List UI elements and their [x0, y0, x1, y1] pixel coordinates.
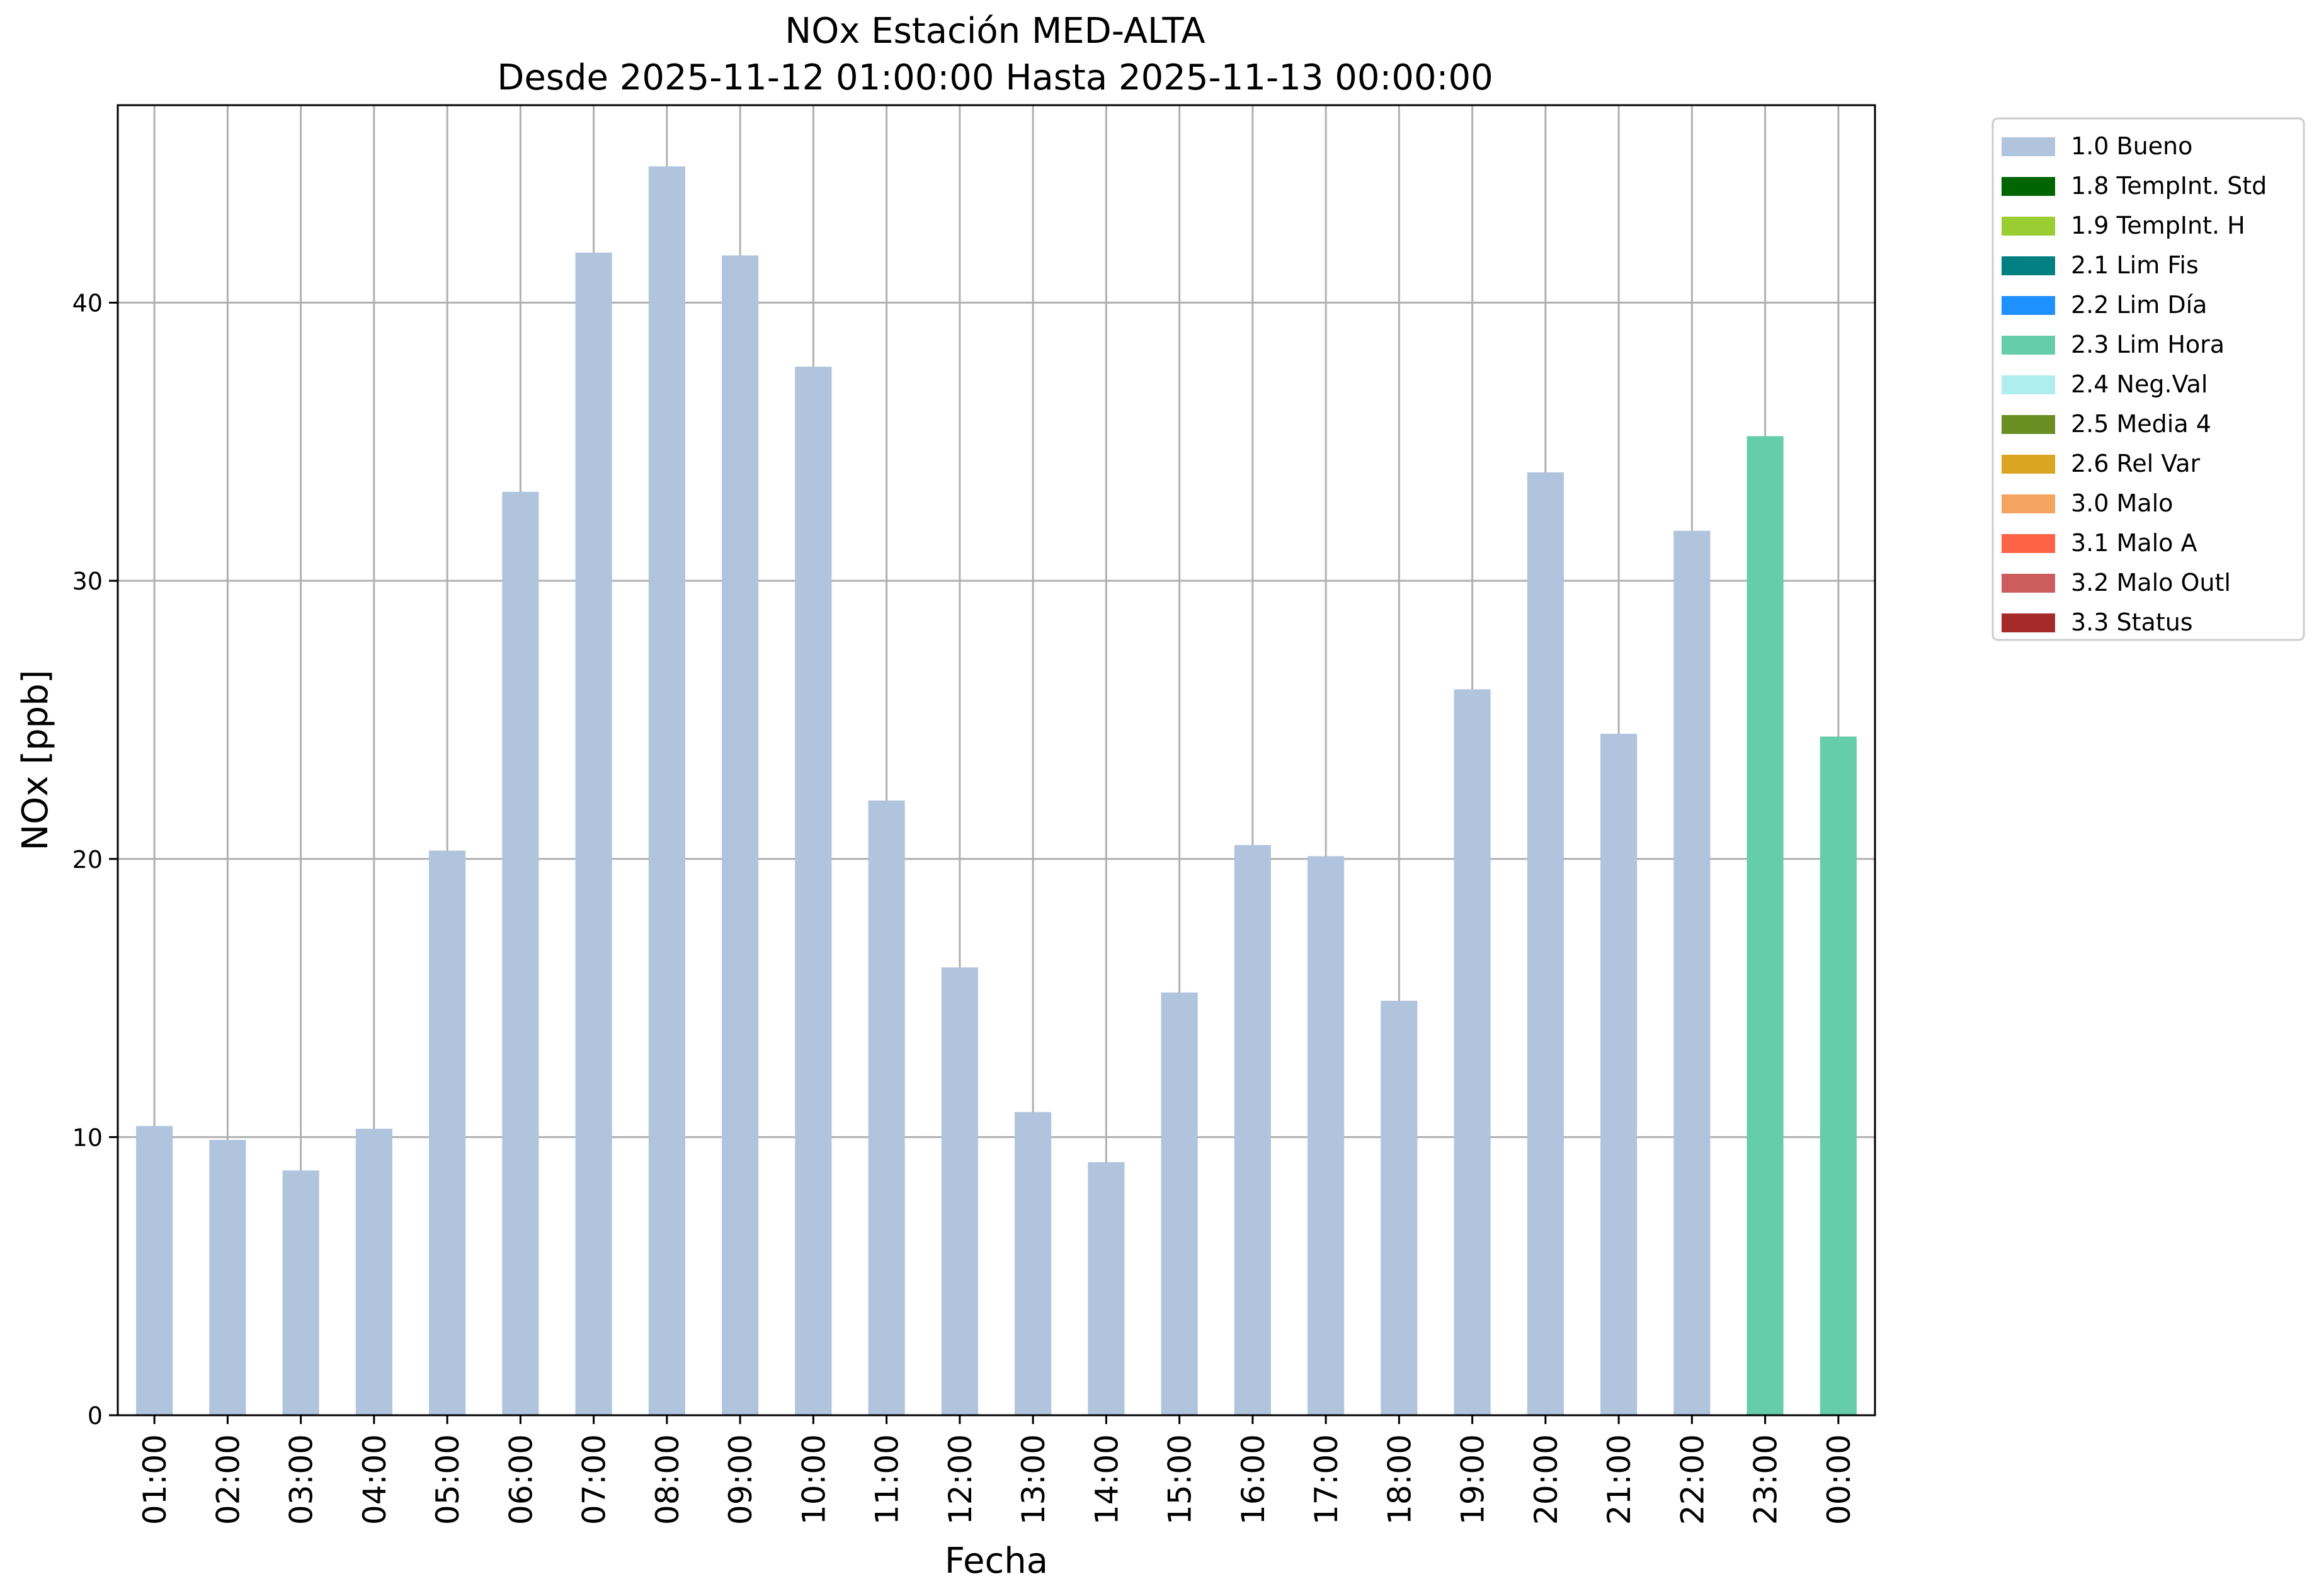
x-tick-label: 21:00	[1601, 1434, 1638, 1525]
legend-label: 2.6 Rel Var	[2071, 450, 2201, 477]
x-tick-label: 01:00	[137, 1434, 173, 1525]
bar-2000	[1527, 472, 1564, 1415]
y-tick-label: 30	[72, 567, 103, 595]
y-tick-label: 0	[88, 1402, 103, 1430]
x-tick-label: 15:00	[1162, 1434, 1199, 1525]
y-tick-label: 20	[72, 846, 103, 874]
legend-label: 2.2 Lim Día	[2071, 291, 2207, 319]
x-tick-label: 11:00	[869, 1434, 906, 1525]
x-tick-label: 20:00	[1528, 1434, 1564, 1525]
x-axis-ticks: 01:00 02:00 03:00 04:00 05:00 06:00 07:00 08:00…	[137, 1415, 1857, 1525]
legend-swatch	[2002, 574, 2055, 593]
x-tick-label: 06:00	[503, 1434, 539, 1525]
x-axis-label: Fecha	[945, 1541, 1048, 1582]
legend-label: 3.1 Malo A	[2071, 529, 2197, 557]
legend-swatch	[2002, 534, 2055, 553]
legend-label: 3.3 Status	[2071, 608, 2193, 636]
bar-0400	[355, 1129, 392, 1415]
legend-swatch	[2002, 494, 2055, 513]
x-tick-label: 04:00	[356, 1434, 393, 1525]
x-tick-label: 17:00	[1308, 1434, 1345, 1525]
bar-0600	[502, 491, 539, 1415]
legend-swatch	[2002, 177, 2055, 196]
legend-label: 1.0 Bueno	[2071, 132, 2192, 160]
bar-1800	[1381, 1000, 1418, 1415]
x-tick-label: 12:00	[942, 1434, 979, 1525]
legend-swatch	[2002, 375, 2055, 394]
bar-1200	[941, 967, 978, 1415]
bar-0900	[722, 255, 759, 1416]
y-tick-label: 40	[72, 290, 103, 317]
x-tick-label: 18:00	[1381, 1434, 1418, 1525]
legend-label: 2.4 Neg.Val	[2071, 370, 2208, 398]
bar-0500	[429, 850, 466, 1415]
legend-swatch	[2002, 613, 2055, 632]
bar-1500	[1161, 992, 1198, 1415]
legend-label: 1.8 TempInt. Std	[2071, 172, 2267, 200]
legend-swatch	[2002, 256, 2055, 275]
bar-2200	[1673, 530, 1711, 1416]
x-tick-label: 22:00	[1674, 1434, 1711, 1525]
bar-0100	[136, 1126, 173, 1415]
legend: 1.0 Bueno 1.8 TempInt. Std 1.9 TempInt. H 2…	[1991, 117, 2305, 641]
legend-swatch	[2002, 455, 2055, 474]
bar-1700	[1308, 856, 1345, 1415]
bar-0700	[575, 253, 612, 1416]
x-tick-label: 23:00	[1748, 1434, 1784, 1525]
y-axis-ticks: 0 10 20 30 40	[72, 290, 118, 1430]
bars	[136, 166, 1857, 1416]
legend-label: 3.2 Malo Outl	[2071, 569, 2231, 596]
x-tick-label: 07:00	[576, 1434, 613, 1525]
legend-label: 3.0 Malo	[2071, 489, 2173, 517]
bar-1600	[1234, 845, 1271, 1415]
y-axis-label: NOx [ppb]	[15, 670, 56, 850]
x-tick-label: 05:00	[430, 1434, 466, 1525]
bar-2100	[1600, 734, 1638, 1415]
x-tick-label: 09:00	[722, 1434, 759, 1525]
bar-0200	[209, 1139, 246, 1415]
x-tick-label: 02:00	[210, 1434, 246, 1525]
legend-frame	[1991, 117, 2305, 641]
bar-1400	[1088, 1162, 1125, 1415]
chart-subtitle: Desde 2025-11-12 01:00:00 Hasta 2025-11-…	[497, 57, 1493, 98]
x-tick-label: 00:00	[1821, 1434, 1857, 1525]
x-tick-label: 16:00	[1235, 1434, 1272, 1525]
legend-swatch	[2002, 217, 2055, 236]
bar-1100	[868, 801, 905, 1415]
plot-frame	[117, 104, 1876, 1416]
y-tick-label: 10	[72, 1124, 103, 1151]
legend-swatch	[2002, 137, 2055, 156]
x-tick-label: 03:00	[283, 1434, 320, 1525]
bar-2300	[1746, 436, 1784, 1415]
chart-title: NOx Estación MED-ALTA	[785, 11, 1205, 52]
x-tick-label: 14:00	[1088, 1434, 1125, 1525]
legend-swatch	[2002, 296, 2055, 315]
x-tick-label: 08:00	[649, 1434, 686, 1525]
bar-1300	[1015, 1112, 1052, 1415]
legend-label: 1.9 TempInt. H	[2071, 212, 2245, 239]
legend-swatch	[2002, 336, 2055, 355]
bar-0000	[1820, 736, 1857, 1415]
bar-0300	[282, 1170, 319, 1415]
x-tick-label: 13:00	[1015, 1434, 1052, 1525]
legend-label: 2.1 Lim Fis	[2071, 251, 2199, 279]
bar-1000	[795, 367, 832, 1416]
legend-label: 2.5 Media 4	[2071, 410, 2211, 438]
bar-0800	[648, 166, 685, 1415]
legend-label: 2.3 Lim Hora	[2071, 331, 2225, 358]
x-tick-label: 10:00	[795, 1434, 832, 1525]
bar-1900	[1454, 689, 1491, 1415]
x-tick-label: 19:00	[1455, 1434, 1491, 1525]
legend-swatch	[2002, 415, 2055, 434]
